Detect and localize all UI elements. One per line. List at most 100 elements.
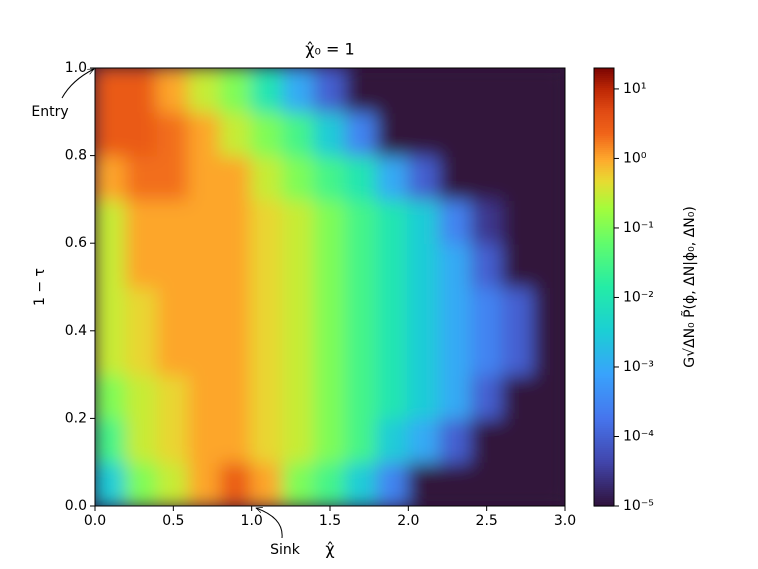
heatmap-cell: [219, 242, 253, 288]
colorbar-swatch: [594, 352, 614, 355]
colorbar-swatch: [594, 86, 614, 89]
heatmap-cell: [95, 329, 128, 376]
colorbar-swatch: [594, 340, 614, 343]
heatmap-cell: [532, 68, 565, 113]
heatmap-cell: [313, 461, 347, 506]
heatmap-cell: [470, 110, 504, 157]
colorbar-swatch: [594, 92, 614, 95]
heatmap-cell: [95, 242, 128, 288]
heatmap-cell: [282, 417, 316, 464]
colorbar-swatch: [594, 346, 614, 349]
heatmap-cell: [156, 417, 190, 464]
colorbar-swatch: [594, 112, 614, 115]
heatmap-cell: [438, 242, 472, 288]
heatmap-cell: [344, 373, 378, 420]
colorbar-swatch: [594, 110, 614, 113]
colorbar-swatch: [594, 164, 614, 167]
colorbar-swatch: [594, 362, 614, 365]
colorbar-swatch: [594, 116, 614, 119]
colorbar-swatch: [594, 136, 614, 139]
heatmap-cell: [344, 286, 378, 332]
colorbar-swatch: [594, 150, 614, 153]
colorbar-swatch: [594, 320, 614, 323]
heatmap-cell: [125, 373, 159, 420]
heatmap-cell: [313, 110, 347, 157]
colorbar-swatch: [594, 108, 614, 111]
colorbar-swatch: [594, 206, 614, 209]
heatmap-cell: [376, 329, 410, 376]
x-tick-label: 1.5: [319, 513, 341, 529]
colorbar-tick-label: 10⁻¹: [623, 220, 654, 236]
heatmap-cell: [125, 198, 159, 245]
heatmap-cell: [376, 154, 410, 201]
colorbar-swatch: [594, 294, 614, 297]
colorbar-swatch: [594, 96, 614, 99]
colorbar-swatch: [594, 400, 614, 403]
heatmap-cell: [250, 461, 284, 506]
colorbar-swatch: [594, 88, 614, 91]
colorbar-swatch: [594, 472, 614, 475]
colorbar-swatch: [594, 454, 614, 457]
colorbar-swatch: [594, 500, 614, 503]
heatmap-cell: [407, 461, 441, 506]
heatmap-cell: [376, 110, 410, 157]
colorbar-swatch: [594, 392, 614, 395]
colorbar-swatch: [594, 70, 614, 73]
colorbar-swatch: [594, 504, 614, 507]
heatmap-cell: [501, 198, 535, 245]
heatmap-cell: [250, 198, 284, 245]
heatmap-cell: [501, 154, 535, 201]
colorbar-swatch: [594, 348, 614, 351]
colorbar-swatch: [594, 306, 614, 309]
heatmap-cell: [219, 417, 253, 464]
heatmap-cell: [470, 286, 504, 332]
colorbar-swatch: [594, 118, 614, 121]
heatmap-cell: [219, 198, 253, 245]
colorbar-swatch: [594, 308, 614, 311]
colorbar-swatch: [594, 436, 614, 439]
colorbar-swatch: [594, 242, 614, 245]
colorbar-swatch: [594, 130, 614, 133]
heatmap-cell: [344, 154, 378, 201]
colorbar-swatch: [594, 182, 614, 185]
colorbar-swatch: [594, 450, 614, 453]
colorbar-swatch: [594, 328, 614, 331]
sink-arrow: [256, 508, 283, 539]
colorbar-swatch: [594, 284, 614, 287]
colorbar-swatch: [594, 406, 614, 409]
colorbar-swatch: [594, 350, 614, 353]
heatmap-cell: [470, 198, 504, 245]
entry-arrow: [61, 68, 94, 99]
colorbar-swatch: [594, 416, 614, 419]
heatmap-cell: [407, 373, 441, 420]
heatmap-cell: [282, 242, 316, 288]
colorbar-swatch: [594, 166, 614, 169]
heatmap-cell: [95, 286, 128, 332]
heatmap-cell: [125, 154, 159, 201]
colorbar: 10⁻⁵ 10⁻⁴ 10⁻³ 10⁻² 10⁻¹ 10⁰ 10¹: [593, 67, 654, 514]
heatmap-cell: [532, 110, 565, 157]
heatmap-cell: [313, 286, 347, 332]
heatmap-cell: [156, 198, 190, 245]
colorbar-swatch: [594, 176, 614, 179]
colorbar-swatch: [594, 270, 614, 273]
heatmap-cell: [313, 154, 347, 201]
colorbar-swatch: [594, 422, 614, 425]
colorbar-swatch: [594, 490, 614, 493]
colorbar-swatch: [594, 152, 614, 155]
heatmap-cell: [376, 417, 410, 464]
colorbar-swatch: [594, 132, 614, 135]
colorbar-swatch: [594, 366, 614, 369]
colorbar-swatch: [594, 208, 614, 211]
colorbar-swatch: [594, 98, 614, 101]
colorbar-swatch: [594, 302, 614, 305]
heatmap-cell: [438, 110, 472, 157]
colorbar-swatch: [594, 420, 614, 423]
heatmap-cell: [407, 329, 441, 376]
colorbar-swatch: [594, 360, 614, 363]
y-tick-label: 0.6: [65, 235, 87, 251]
colorbar-swatch: [594, 266, 614, 269]
heatmap: [95, 68, 565, 506]
colorbar-swatch: [594, 232, 614, 235]
colorbar-swatch: [594, 262, 614, 265]
